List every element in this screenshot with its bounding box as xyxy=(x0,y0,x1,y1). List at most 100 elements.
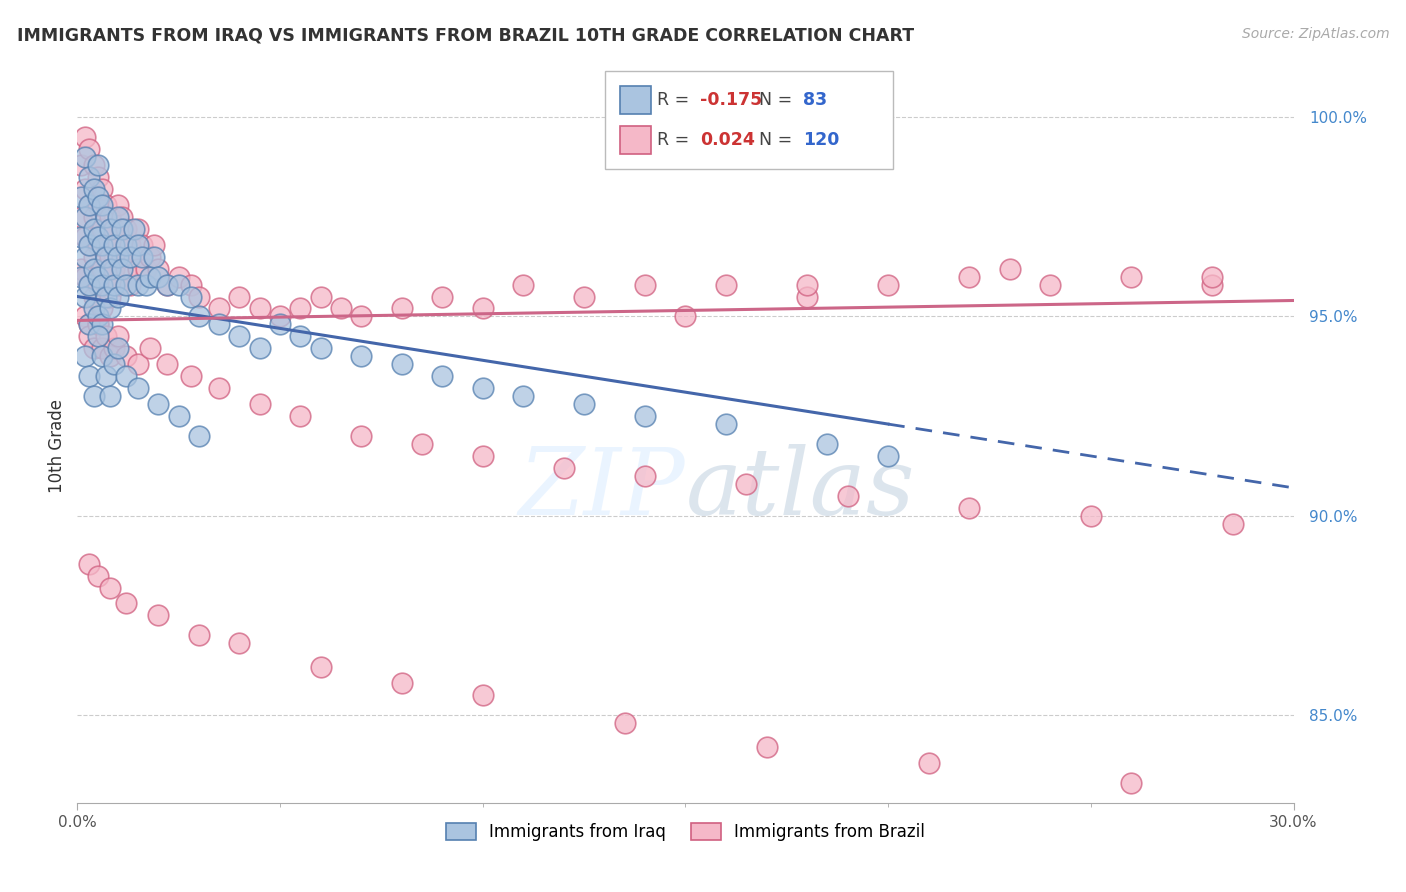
Point xyxy=(675,310,697,324)
Point xyxy=(86,277,108,292)
Point xyxy=(83,301,105,316)
Point xyxy=(70,229,93,244)
Point xyxy=(115,237,138,252)
Point xyxy=(115,597,138,611)
Point xyxy=(143,237,166,252)
Point xyxy=(512,277,534,292)
Point xyxy=(127,381,149,395)
Point xyxy=(411,437,433,451)
Point xyxy=(86,329,108,343)
Point xyxy=(155,277,177,292)
Point xyxy=(70,261,93,276)
Point xyxy=(131,237,153,252)
Point xyxy=(131,250,153,264)
Point xyxy=(249,342,271,356)
Point xyxy=(118,250,141,264)
Point xyxy=(103,277,125,292)
Legend: Immigrants from Iraq, Immigrants from Brazil: Immigrants from Iraq, Immigrants from Br… xyxy=(439,816,932,848)
Point xyxy=(70,269,93,284)
Point xyxy=(127,277,149,292)
Point xyxy=(309,660,332,674)
Point xyxy=(127,357,149,371)
Point xyxy=(613,716,636,731)
Point xyxy=(290,301,312,316)
Point xyxy=(83,289,105,303)
Point xyxy=(796,277,818,292)
Point xyxy=(90,301,112,316)
Point xyxy=(634,277,657,292)
Point xyxy=(957,500,980,515)
Point xyxy=(103,357,125,371)
Text: N =: N = xyxy=(759,131,799,149)
Point xyxy=(111,221,134,235)
Point xyxy=(115,369,138,384)
Point xyxy=(90,237,112,252)
Point xyxy=(79,318,101,332)
Point xyxy=(98,289,121,303)
Point xyxy=(634,409,657,423)
Point xyxy=(70,190,93,204)
Point xyxy=(107,277,129,292)
Point xyxy=(83,342,105,356)
Point xyxy=(75,210,97,224)
Point xyxy=(1080,508,1102,523)
Point xyxy=(90,221,112,235)
Point xyxy=(1201,269,1223,284)
Point xyxy=(111,210,134,224)
Point xyxy=(1039,277,1062,292)
Point xyxy=(75,269,97,284)
Point xyxy=(634,469,657,483)
Point xyxy=(118,277,141,292)
Point xyxy=(167,277,190,292)
Y-axis label: 10th Grade: 10th Grade xyxy=(48,399,66,493)
Point xyxy=(103,342,125,356)
Point xyxy=(122,250,145,264)
Point xyxy=(79,237,101,252)
Point xyxy=(83,210,105,224)
Point xyxy=(107,237,129,252)
Point xyxy=(269,318,291,332)
Point xyxy=(98,581,121,595)
Point xyxy=(94,329,117,343)
Point xyxy=(94,198,117,212)
Point xyxy=(877,449,900,463)
Point xyxy=(111,250,134,264)
Point xyxy=(180,369,202,384)
Point xyxy=(90,277,112,292)
Point xyxy=(90,261,112,276)
Point xyxy=(127,237,149,252)
Point xyxy=(188,289,211,303)
Point xyxy=(79,277,101,292)
Point xyxy=(208,318,231,332)
Text: -0.175: -0.175 xyxy=(700,91,762,109)
Point xyxy=(391,357,413,371)
Point xyxy=(75,349,97,363)
Point xyxy=(79,277,101,292)
Point xyxy=(430,369,453,384)
Point xyxy=(1121,776,1143,790)
Point xyxy=(86,318,108,332)
Point xyxy=(837,489,859,503)
Point xyxy=(86,190,108,204)
Point xyxy=(796,289,818,303)
Point xyxy=(815,437,838,451)
Point xyxy=(249,301,271,316)
Point xyxy=(75,229,97,244)
Point xyxy=(107,250,129,264)
Point xyxy=(90,198,112,212)
Text: 83: 83 xyxy=(803,91,827,109)
Point xyxy=(512,389,534,403)
Point xyxy=(86,269,108,284)
Point xyxy=(107,289,129,303)
Point xyxy=(167,409,190,423)
Point xyxy=(309,289,332,303)
Point xyxy=(79,557,101,571)
Point xyxy=(188,628,211,642)
Point xyxy=(79,198,101,212)
Point xyxy=(98,389,121,403)
Point xyxy=(98,349,121,363)
Point xyxy=(127,261,149,276)
Point xyxy=(471,301,494,316)
Point xyxy=(471,449,494,463)
Point xyxy=(70,158,93,172)
